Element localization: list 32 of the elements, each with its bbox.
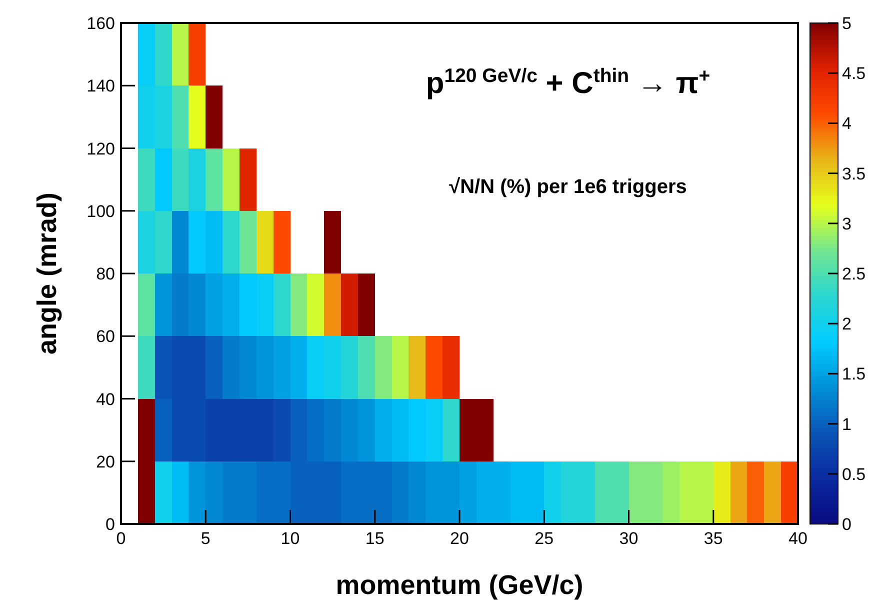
color-bar-label: 3 — [842, 214, 852, 234]
y-tick-label: 100 — [86, 202, 115, 221]
y-tick-label: 40 — [96, 390, 115, 409]
color-bar-label: 0.5 — [842, 464, 866, 484]
x-tick-label: 40 — [788, 529, 808, 548]
y-tick-label: 120 — [86, 139, 115, 158]
y-axis-title: angle (mrad) — [32, 192, 62, 355]
y-tick-label: 160 — [86, 14, 115, 33]
x-tick-label: 30 — [619, 529, 638, 548]
x-tick-label: 20 — [450, 529, 469, 548]
x-tick-label: 10 — [280, 529, 300, 548]
x-axis-title: momentum (GeV/c) — [336, 570, 584, 600]
color-bar-label: 2.5 — [842, 264, 866, 284]
annotation: √N/N (%) per 1e6 triggers — [449, 176, 687, 198]
annotation: p$^{120 GeV/c}$ + C$^{thin}$ → π$^{+}$ — [426, 65, 710, 100]
color-bar-label: 5 — [842, 14, 852, 33]
y-tick-label: 80 — [96, 264, 115, 284]
x-tick-label: 15 — [365, 529, 384, 548]
x-tick-label: 5 — [200, 529, 210, 548]
y-tick-label: 140 — [86, 76, 115, 96]
color-bar-label: 1 — [842, 414, 852, 434]
color-bar-label: 4 — [842, 114, 852, 134]
y-tick-label: 60 — [96, 327, 115, 346]
y-tick-label: 0 — [106, 515, 115, 534]
color-bar-label: 4.5 — [842, 64, 866, 84]
color-bar-label: 0 — [842, 515, 852, 534]
x-tick-label: 35 — [704, 529, 723, 548]
x-tick-label: 25 — [534, 529, 554, 548]
y-tick-label: 20 — [96, 452, 115, 472]
color-bar-label: 3.5 — [842, 164, 866, 184]
color-bar-label: 2 — [842, 314, 852, 334]
color-bar-label: 1.5 — [842, 364, 866, 384]
